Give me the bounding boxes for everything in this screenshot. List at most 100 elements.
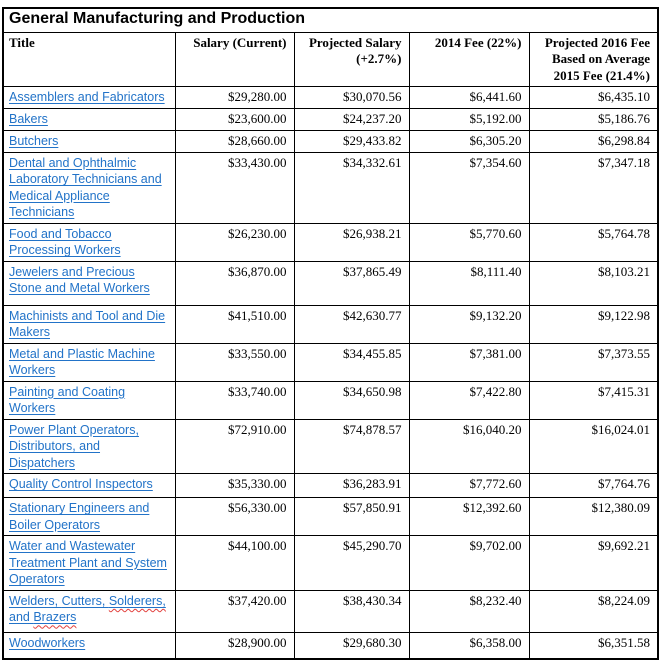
fee-2014-cell: $9,132.20 <box>408 304 530 344</box>
column-header-2014-fee: 2014 Fee (22%) <box>408 32 530 87</box>
occupation-cell: Power Plant Operators, Distributors, and… <box>2 418 176 475</box>
occupation-cell: Metal and Plastic Machine Workers <box>2 342 176 382</box>
salary-current-cell: $33,550.00 <box>174 342 295 382</box>
manufacturing-production-table: General Manufacturing and Production Tit… <box>2 7 659 661</box>
fee-2014-cell: $7,422.80 <box>408 380 530 420</box>
occupation-cell: Bakers <box>2 107 176 131</box>
fee-2016-cell: $12,380.09 <box>528 497 659 537</box>
projected-salary-cell: $38,430.34 <box>293 589 410 633</box>
salary-current-cell: $41,510.00 <box>174 304 295 344</box>
occupation-cell: Stationary Engineers and Boiler Operator… <box>2 497 176 537</box>
occupation-link[interactable]: Water and Wastewater Treatment Plant and… <box>9 539 167 587</box>
occupation-cell: Assemblers and Fabricators <box>2 85 176 109</box>
fee-2014-cell: $7,381.00 <box>408 342 530 382</box>
fee-2014-cell: $5,192.00 <box>408 107 530 131</box>
table-row: Dental and Ophthalmic Laboratory Technic… <box>2 151 659 224</box>
table-row: Quality Control Inspectors $35,330.00 $36,… <box>2 473 659 499</box>
fee-2016-cell: $8,103.21 <box>528 260 659 306</box>
occupation-link[interactable]: Assemblers and Fabricators <box>9 89 165 104</box>
salary-current-cell: $29,280.00 <box>174 85 295 109</box>
salary-current-cell: $72,910.00 <box>174 418 295 475</box>
fee-2016-cell: $6,351.58 <box>528 631 659 660</box>
fee-2016-cell: $9,692.21 <box>528 535 659 591</box>
occupation-cell: Water and Wastewater Treatment Plant and… <box>2 535 176 591</box>
occupation-link[interactable]: Butchers <box>9 133 59 148</box>
table-row: Stationary Engineers and Boiler Operator… <box>2 497 659 537</box>
fee-2016-cell: $16,024.01 <box>528 418 659 475</box>
salary-current-cell: $28,900.00 <box>174 631 295 660</box>
occupation-cell: Butchers <box>2 129 176 153</box>
fee-2016-cell: $7,415.31 <box>528 380 659 420</box>
misspelled-word: Solderers, <box>108 593 166 608</box>
fee-2014-cell: $8,111.40 <box>408 260 530 306</box>
projected-salary-cell: $37,865.49 <box>293 260 410 306</box>
fee-2016-cell: $8,224.09 <box>528 589 659 633</box>
table-row: Bakers $23,600.00 $24,237.20 $5,192.00 $5,18… <box>2 107 659 131</box>
table-row: Jewelers and Precious Stone and Metal Wo… <box>2 260 659 306</box>
occupation-cell: Machinists and Tool and Die Makers <box>2 304 176 344</box>
occupation-cell: Woodworkers <box>2 631 176 660</box>
fee-2014-cell: $5,770.60 <box>408 222 530 262</box>
projected-salary-cell: $34,455.85 <box>293 342 410 382</box>
occupation-cell: Welders, Cutters, Solderers, and Brazers <box>2 589 176 633</box>
occupation-link[interactable]: Metal and Plastic Machine Workers <box>9 346 155 378</box>
salary-current-cell: $44,100.00 <box>174 535 295 591</box>
occupation-link[interactable]: Jewelers and Precious Stone and Metal Wo… <box>9 264 150 296</box>
fee-2014-cell: $6,441.60 <box>408 85 530 109</box>
fee-2016-cell: $6,435.10 <box>528 85 659 109</box>
projected-salary-cell: $74,878.57 <box>293 418 410 475</box>
occupation-link[interactable]: Power Plant Operators, Distributors, and… <box>9 422 139 470</box>
projected-salary-cell: $45,290.70 <box>293 535 410 591</box>
fee-2014-cell: $7,772.60 <box>408 473 530 499</box>
salary-current-cell: $33,430.00 <box>174 151 295 224</box>
column-header-projected-salary: Projected Salary (+2.7%) <box>293 32 410 87</box>
table-title: General Manufacturing and Production <box>2 7 659 33</box>
occupation-link[interactable]: Bakers <box>9 111 48 126</box>
table-row: Power Plant Operators, Distributors, and… <box>2 418 659 475</box>
misspelled-word: Brazers <box>33 610 77 625</box>
fee-2016-cell: $5,764.78 <box>528 222 659 262</box>
fee-2016-cell: $7,373.55 <box>528 342 659 382</box>
table-row: Butchers $28,660.00 $29,433.82 $6,305.20 $6,… <box>2 129 659 153</box>
occupation-link[interactable]: Quality Control Inspectors <box>9 477 153 492</box>
fee-2014-cell: $6,305.20 <box>408 129 530 153</box>
projected-salary-cell: $34,332.61 <box>293 151 410 224</box>
occupation-link[interactable]: Painting and Coating Workers <box>9 384 126 416</box>
table-row: Painting and Coating Workers $33,740.00 $3… <box>2 380 659 420</box>
table-row: Assemblers and Fabricators $29,280.00 $30,… <box>2 85 659 109</box>
table-row: Metal and Plastic Machine Workers $33,550… <box>2 342 659 382</box>
fee-2016-cell: $5,186.76 <box>528 107 659 131</box>
table-header-row: Title Salary (Current) Projected Salary … <box>2 32 659 87</box>
fee-2014-cell: $6,358.00 <box>408 631 530 660</box>
occupation-link[interactable]: Food and Tobacco Processing Workers <box>9 226 121 258</box>
salary-current-cell: $36,870.00 <box>174 260 295 306</box>
occupation-link[interactable]: Dental and Ophthalmic Laboratory Technic… <box>9 155 162 220</box>
fee-2014-cell: $9,702.00 <box>408 535 530 591</box>
occupation-cell: Food and Tobacco Processing Workers <box>2 222 176 262</box>
projected-salary-cell: $26,938.21 <box>293 222 410 262</box>
fee-2014-cell: $8,232.40 <box>408 589 530 633</box>
occupation-link[interactable]: Woodworkers <box>9 635 86 650</box>
fee-2016-cell: $7,347.18 <box>528 151 659 224</box>
projected-salary-cell: $30,070.56 <box>293 85 410 109</box>
fee-2016-cell: $9,122.98 <box>528 304 659 344</box>
occupation-link[interactable]: Welders, Cutters, Solderers, and Brazers <box>9 593 166 625</box>
column-header-projected-2016-fee: Projected 2016 Fee Based on Average 2015… <box>528 32 659 87</box>
table-row: Water and Wastewater Treatment Plant and… <box>2 535 659 591</box>
column-header-title: Title <box>2 32 176 87</box>
occupation-link[interactable]: Machinists and Tool and Die Makers <box>9 308 166 340</box>
occupation-link[interactable]: Stationary Engineers and Boiler Operator… <box>9 501 150 532</box>
table-row: Food and Tobacco Processing Workers $26,2… <box>2 222 659 262</box>
fee-2016-cell: $7,764.76 <box>528 473 659 499</box>
projected-salary-cell: $24,237.20 <box>293 107 410 131</box>
projected-salary-cell: $34,650.98 <box>293 380 410 420</box>
fee-2014-cell: $16,040.20 <box>408 418 530 475</box>
salary-current-cell: $37,420.00 <box>174 589 295 633</box>
salary-current-cell: $23,600.00 <box>174 107 295 131</box>
table-row: Welders, Cutters, Solderers, and Brazers… <box>2 589 659 633</box>
table-row: Machinists and Tool and Die Makers $41,51… <box>2 304 659 344</box>
occupation-cell: Painting and Coating Workers <box>2 380 176 420</box>
salary-current-cell: $35,330.00 <box>174 473 295 499</box>
fee-2014-cell: $7,354.60 <box>408 151 530 224</box>
